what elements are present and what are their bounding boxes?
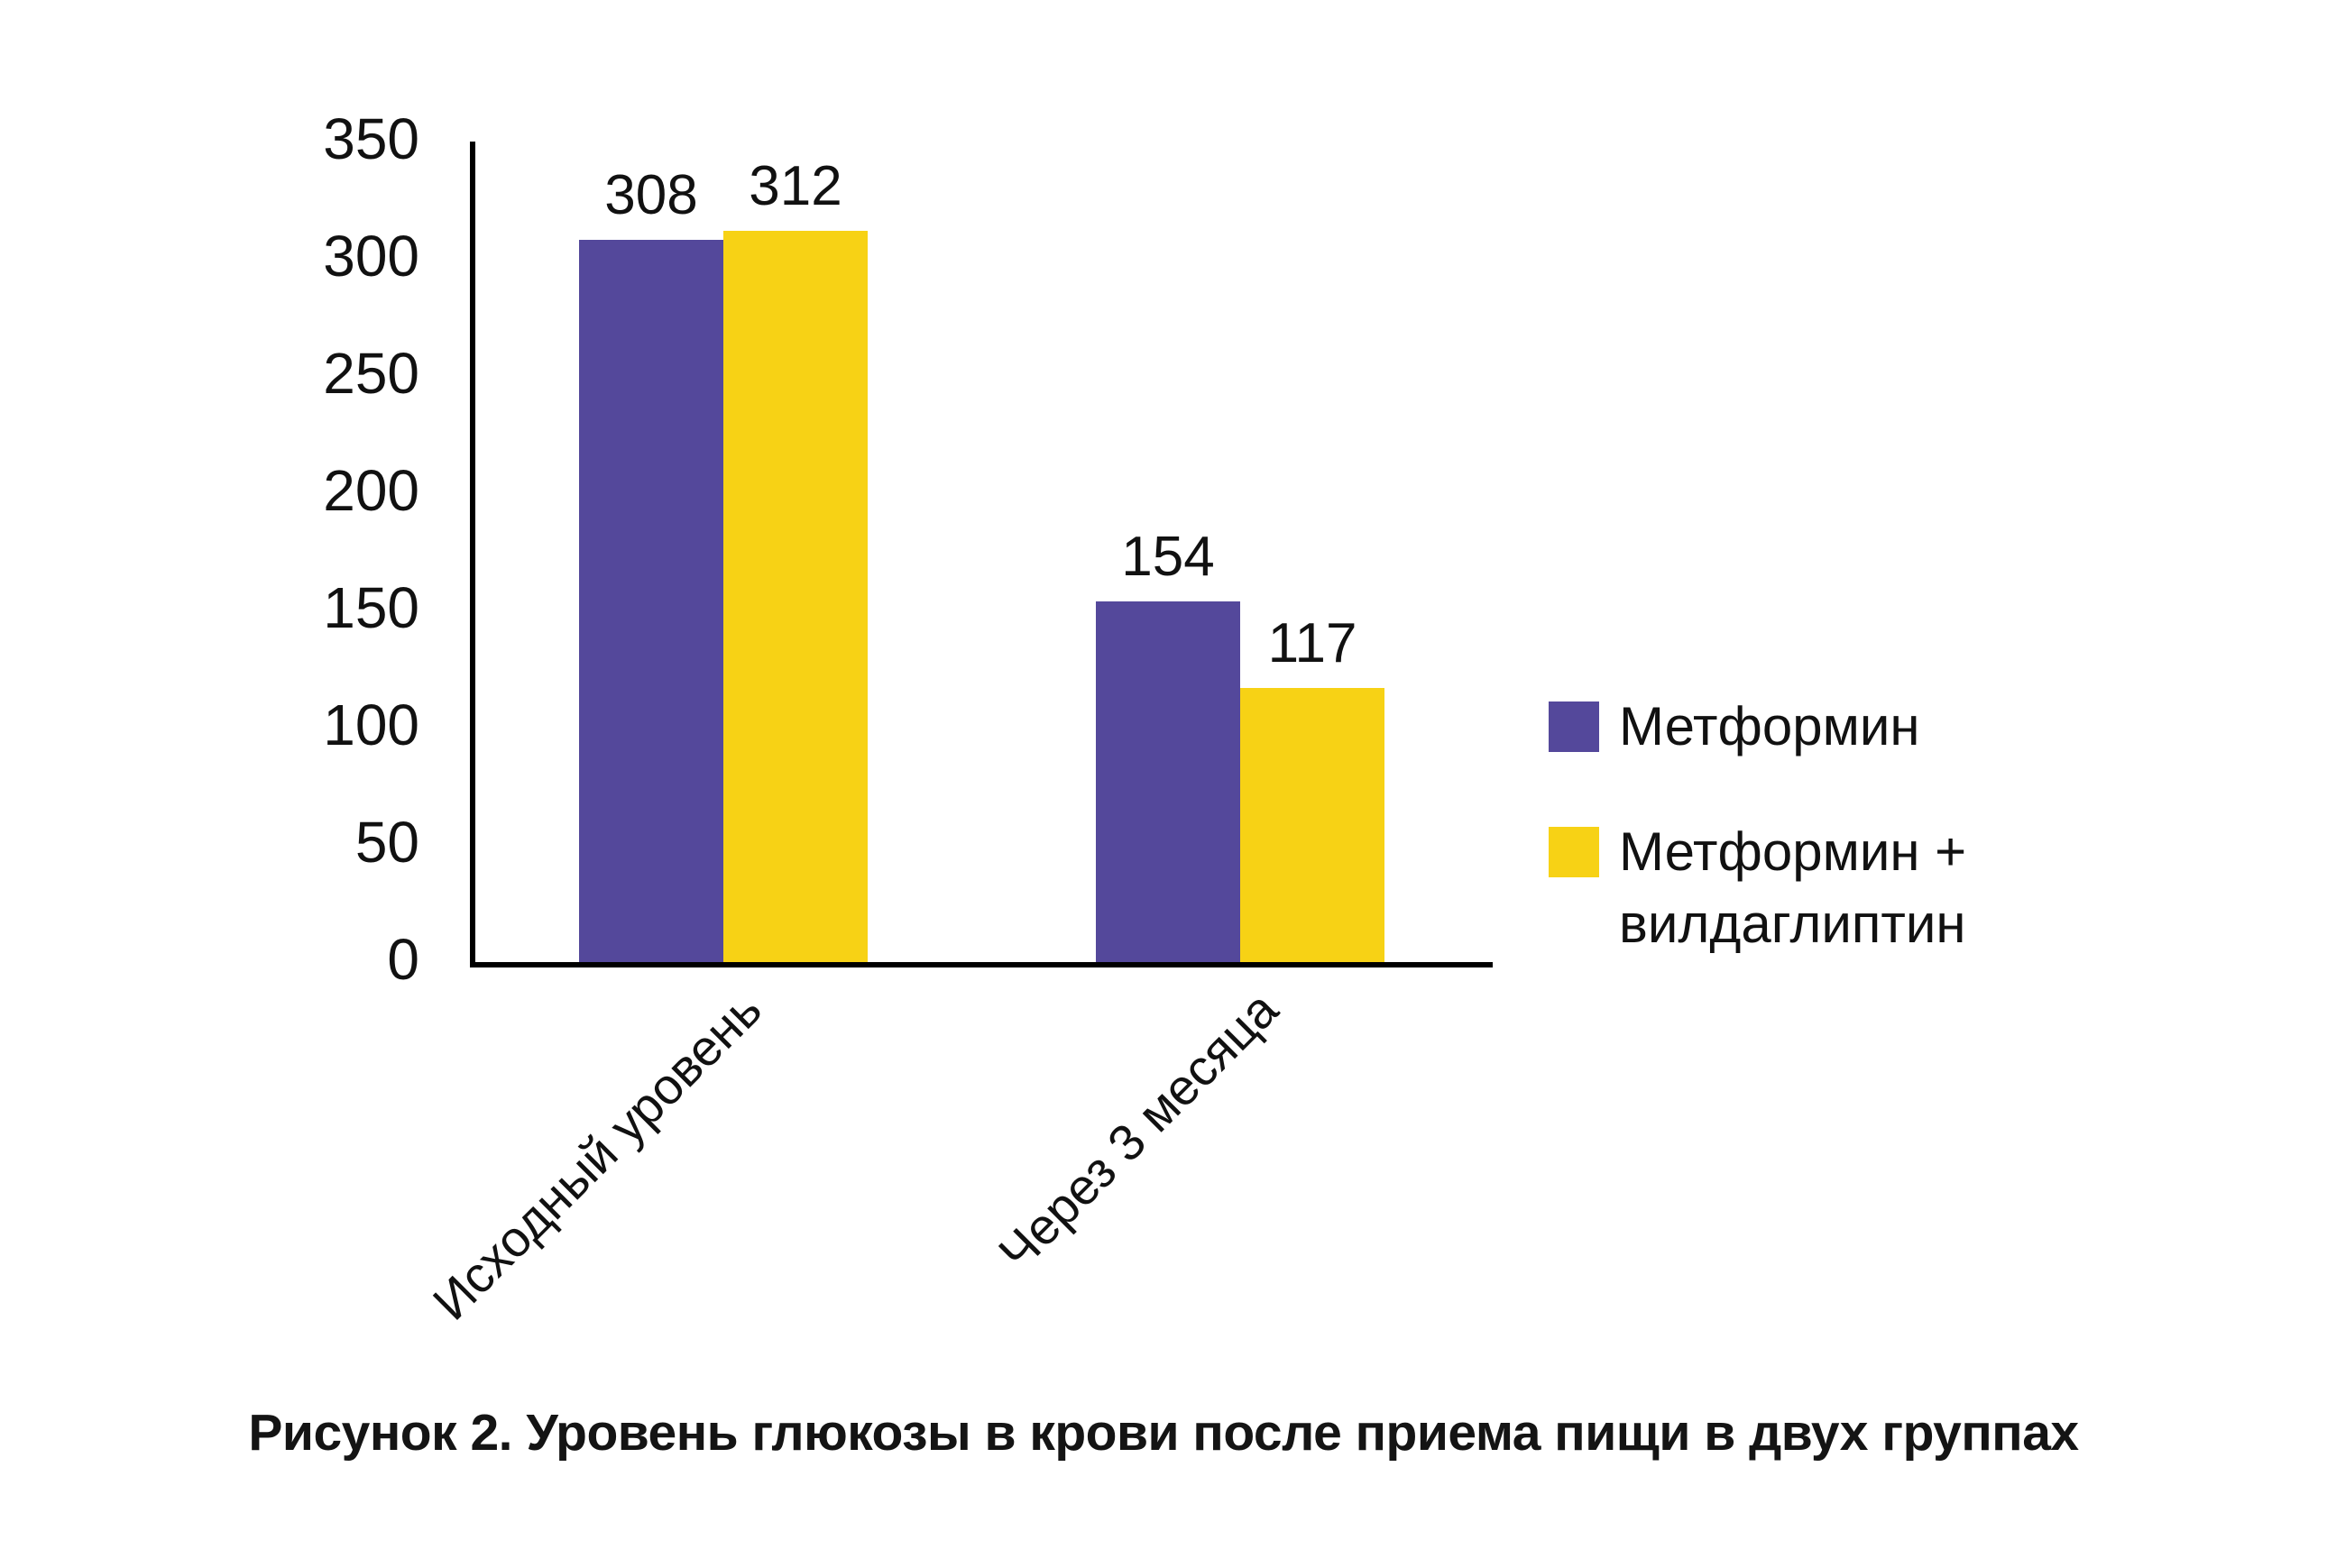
bar-value-label: 117 (1267, 612, 1357, 674)
x-tick-label: Исходный уровень (421, 980, 772, 1331)
legend-label-line: вилдаглиптин (1619, 894, 1966, 954)
x-tick-label: Через 3 месяца (988, 980, 1289, 1281)
legend-item: Метформин (1549, 691, 1966, 763)
bar (579, 240, 723, 962)
y-tick-label: 300 (323, 224, 419, 289)
y-tick-label: 150 (323, 575, 419, 640)
y-tick-label: 200 (323, 458, 419, 523)
y-tick-label: 350 (323, 106, 419, 171)
bar (1240, 688, 1384, 962)
legend: Метформин Метформин + вилдаглиптин (1549, 691, 1966, 960)
legend-label: Метформин (1619, 691, 1920, 763)
y-tick-label: 250 (323, 341, 419, 406)
legend-label: Метформин + вилдаглиптин (1619, 816, 1966, 960)
bar-value-label: 308 (604, 164, 698, 226)
bar (1096, 601, 1240, 962)
legend-label-line: Метформин (1619, 696, 1920, 756)
figure-caption: Рисунок 2. Уровень глюкозы в крови после… (248, 1404, 2079, 1462)
legend-swatch (1549, 827, 1599, 877)
bar-value-label: 312 (749, 155, 842, 217)
x-axis-line (470, 962, 1493, 967)
legend-label-line: Метформин + (1619, 821, 1967, 882)
bar (723, 231, 868, 962)
y-axis-line (470, 142, 475, 967)
legend-item: Метформин + вилдаглиптин (1549, 816, 1966, 960)
y-tick-label: 100 (323, 692, 419, 757)
bar-value-label: 154 (1121, 526, 1215, 588)
y-tick-label: 50 (354, 810, 419, 875)
y-tick-label: 0 (387, 927, 419, 992)
legend-swatch (1549, 701, 1599, 752)
